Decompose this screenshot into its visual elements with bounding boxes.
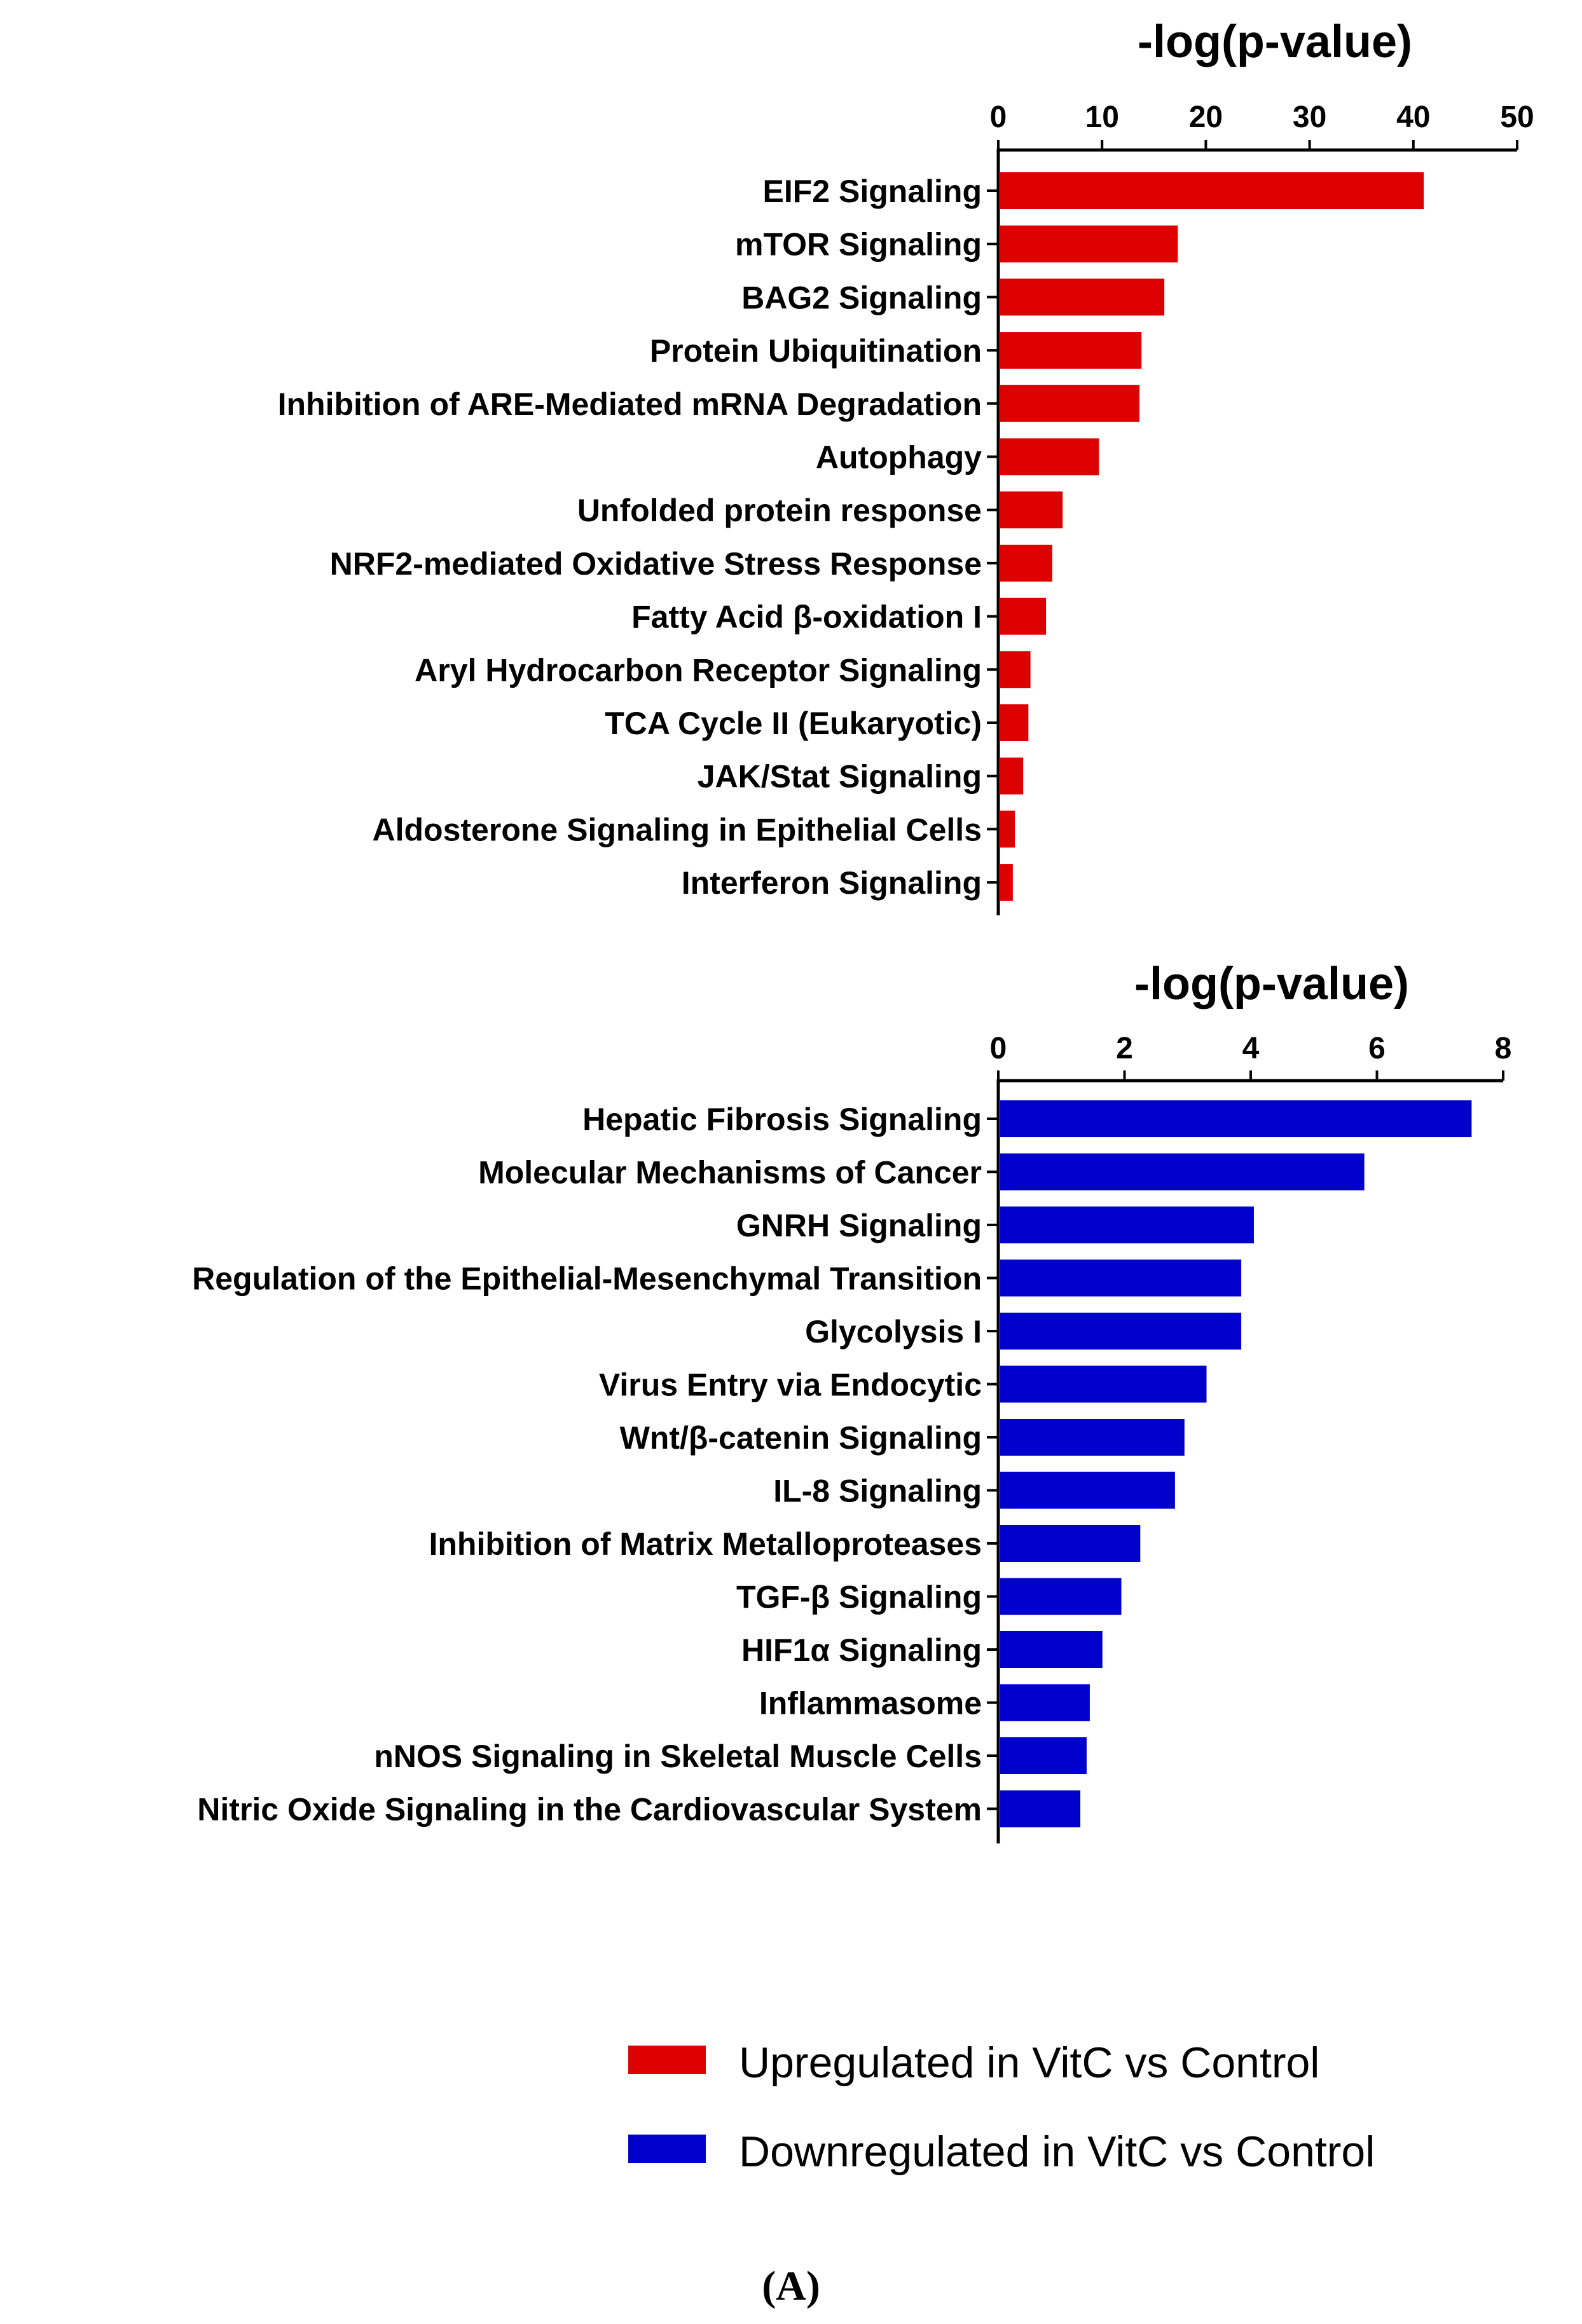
x-tick-label-downregulated-1: 2: [1116, 1032, 1133, 1065]
category-label-jak-stat-signaling: JAK/Stat Signaling: [698, 759, 982, 795]
category-label-nrf2-mediated-oxidative-stress-response: NRF2-mediated Oxidative Stress Response: [330, 546, 982, 582]
category-label-regulation-of-the-epithelial-mesenchymal-transition: Regulation of the Epithelial-Mesenchymal…: [192, 1261, 982, 1297]
bar-inflammasome: [1000, 1684, 1090, 1721]
bar-mtor-signaling: [1000, 225, 1178, 263]
chart-upregulated: -log(p-value) 0 10 20 30 40 50 EIF2 Signaling m…: [278, 17, 1534, 915]
category-label-bag2-signaling: BAG2 Signaling: [741, 280, 982, 315]
category-label-glycolysis-i: Glycolysis I: [805, 1314, 982, 1350]
bar-fatty-acid-oxidation-i: [1000, 598, 1047, 635]
bar-il-8-signaling: [1000, 1472, 1175, 1509]
bar-hepatic-fibrosis-signaling: [1000, 1100, 1472, 1137]
category-label-fatty-acid-oxidation-i: Fatty Acid β-oxidation I: [631, 599, 982, 635]
category-label-molecular-mechanisms-of-cancer: Molecular Mechanisms of Cancer: [478, 1155, 982, 1191]
legend: Upregulated in VitC vs Control Downregul…: [628, 2039, 1375, 2176]
bar-autophagy: [1000, 438, 1099, 475]
bar-gnrh-signaling: [1000, 1206, 1254, 1243]
chart-downregulated: -log(p-value) 0 2 4 6 8 Hepatic Fibrosis Sign…: [192, 959, 1511, 1843]
x-tick-label-upregulated-0: 0: [990, 100, 1007, 134]
category-label-tgf-signaling: TGF-β Signaling: [736, 1580, 982, 1615]
x-tick-label-downregulated-3: 6: [1368, 1032, 1386, 1065]
x-tick-label-upregulated-3: 30: [1293, 100, 1326, 134]
category-label-nitric-oxide-signaling-in-the-cardiovascular-system: Nitric Oxide Signaling in the Cardiovasc…: [197, 1792, 982, 1828]
legend-label-downregulated: Downregulated in VitC vs Control: [739, 2128, 1375, 2176]
category-label-aryl-hydrocarbon-receptor-signaling: Aryl Hydrocarbon Receptor Signaling: [415, 652, 982, 688]
category-label-inhibition-of-matrix-metalloproteases: Inhibition of Matrix Metalloproteases: [429, 1526, 982, 1562]
x-tick-label-downregulated-2: 4: [1242, 1032, 1260, 1065]
category-label-interferon-signaling: Interferon Signaling: [682, 865, 982, 901]
category-label-hepatic-fibrosis-signaling: Hepatic Fibrosis Signaling: [582, 1102, 982, 1137]
bar-glycolysis-i: [1000, 1313, 1242, 1350]
bar-protein-ubiquitination: [1000, 332, 1142, 369]
category-label-inhibition-of-are-mediated-mrna-degradation: Inhibition of ARE-Mediated mRNA Degradat…: [278, 386, 982, 422]
category-label-tca-cycle-ii-eukaryotic: TCA Cycle II (Eukaryotic): [605, 706, 982, 741]
bar-inhibition-of-matrix-metalloproteases: [1000, 1525, 1141, 1562]
category-label-gnrh-signaling: GNRH Signaling: [736, 1208, 982, 1243]
bar-hif1-signaling: [1000, 1631, 1103, 1668]
category-label-virus-entry-via-endocytic: Virus Entry via Endocytic: [599, 1367, 982, 1403]
x-tick-label-upregulated-1: 10: [1085, 100, 1119, 134]
category-label-mtor-signaling: mTOR Signaling: [735, 227, 982, 263]
bar-nnos-signaling-in-skeletal-muscle-cells: [1000, 1737, 1087, 1774]
axis-title-downregulated: -log(p-value): [1134, 959, 1409, 1009]
bar-tgf-signaling: [1000, 1578, 1122, 1615]
x-tick-label-downregulated-4: 8: [1495, 1032, 1512, 1065]
category-label-inflammasome: Inflammasome: [759, 1686, 982, 1721]
legend-label-upregulated: Upregulated in VitC vs Control: [739, 2039, 1319, 2087]
bar-regulation-of-the-epithelial-mesenchymal-transition: [1000, 1259, 1242, 1297]
bar-wnt-catenin-signaling: [1000, 1419, 1185, 1456]
bar-virus-entry-via-endocytic: [1000, 1365, 1207, 1403]
category-label-autophagy: Autophagy: [816, 440, 982, 475]
bar-molecular-mechanisms-of-cancer: [1000, 1153, 1365, 1191]
bar-nrf2-mediated-oxidative-stress-response: [1000, 544, 1052, 582]
category-label-unfolded-protein-response: Unfolded protein response: [577, 493, 982, 528]
x-tick-label-downregulated-0: 0: [990, 1032, 1007, 1065]
bar-aryl-hydrocarbon-receptor-signaling: [1000, 651, 1031, 688]
category-label-aldosterone-signaling-in-epithelial-cells: Aldosterone Signaling in Epithelial Cell…: [373, 812, 982, 847]
category-label-eif2-signaling: EIF2 Signaling: [763, 174, 982, 209]
axis-title-upregulated: -log(p-value): [1138, 17, 1412, 67]
bar-eif2-signaling: [1000, 172, 1424, 209]
legend-swatch-downregulated: [628, 2135, 706, 2163]
bar-unfolded-protein-response: [1000, 491, 1063, 529]
bar-bag2-signaling: [1000, 278, 1165, 316]
panel-label: (A): [762, 2263, 820, 2309]
category-label-wnt-catenin-signaling: Wnt/β-catenin Signaling: [620, 1420, 982, 1456]
x-tick-label-upregulated-2: 20: [1189, 100, 1223, 134]
category-label-nnos-signaling-in-skeletal-muscle-cells: nNOS Signaling in Skeletal Muscle Cells: [374, 1739, 982, 1774]
x-tick-label-upregulated-5: 50: [1500, 100, 1534, 134]
bar-interferon-signaling: [1000, 864, 1013, 901]
x-tick-label-upregulated-4: 40: [1396, 100, 1430, 134]
bar-jak-stat-signaling: [1000, 757, 1024, 795]
category-label-il-8-signaling: IL-8 Signaling: [773, 1473, 982, 1509]
bar-aldosterone-signaling-in-epithelial-cells: [1000, 810, 1015, 848]
bar-inhibition-of-are-mediated-mrna-degradation: [1000, 385, 1139, 422]
bar-nitric-oxide-signaling-in-the-cardiovascular-system: [1000, 1790, 1081, 1828]
category-label-protein-ubiquitination: Protein Ubiquitination: [650, 333, 982, 369]
category-label-hif1-signaling: HIF1α Signaling: [741, 1632, 982, 1668]
legend-swatch-upregulated: [628, 2046, 706, 2074]
bar-tca-cycle-ii-eukaryotic: [1000, 704, 1029, 741]
